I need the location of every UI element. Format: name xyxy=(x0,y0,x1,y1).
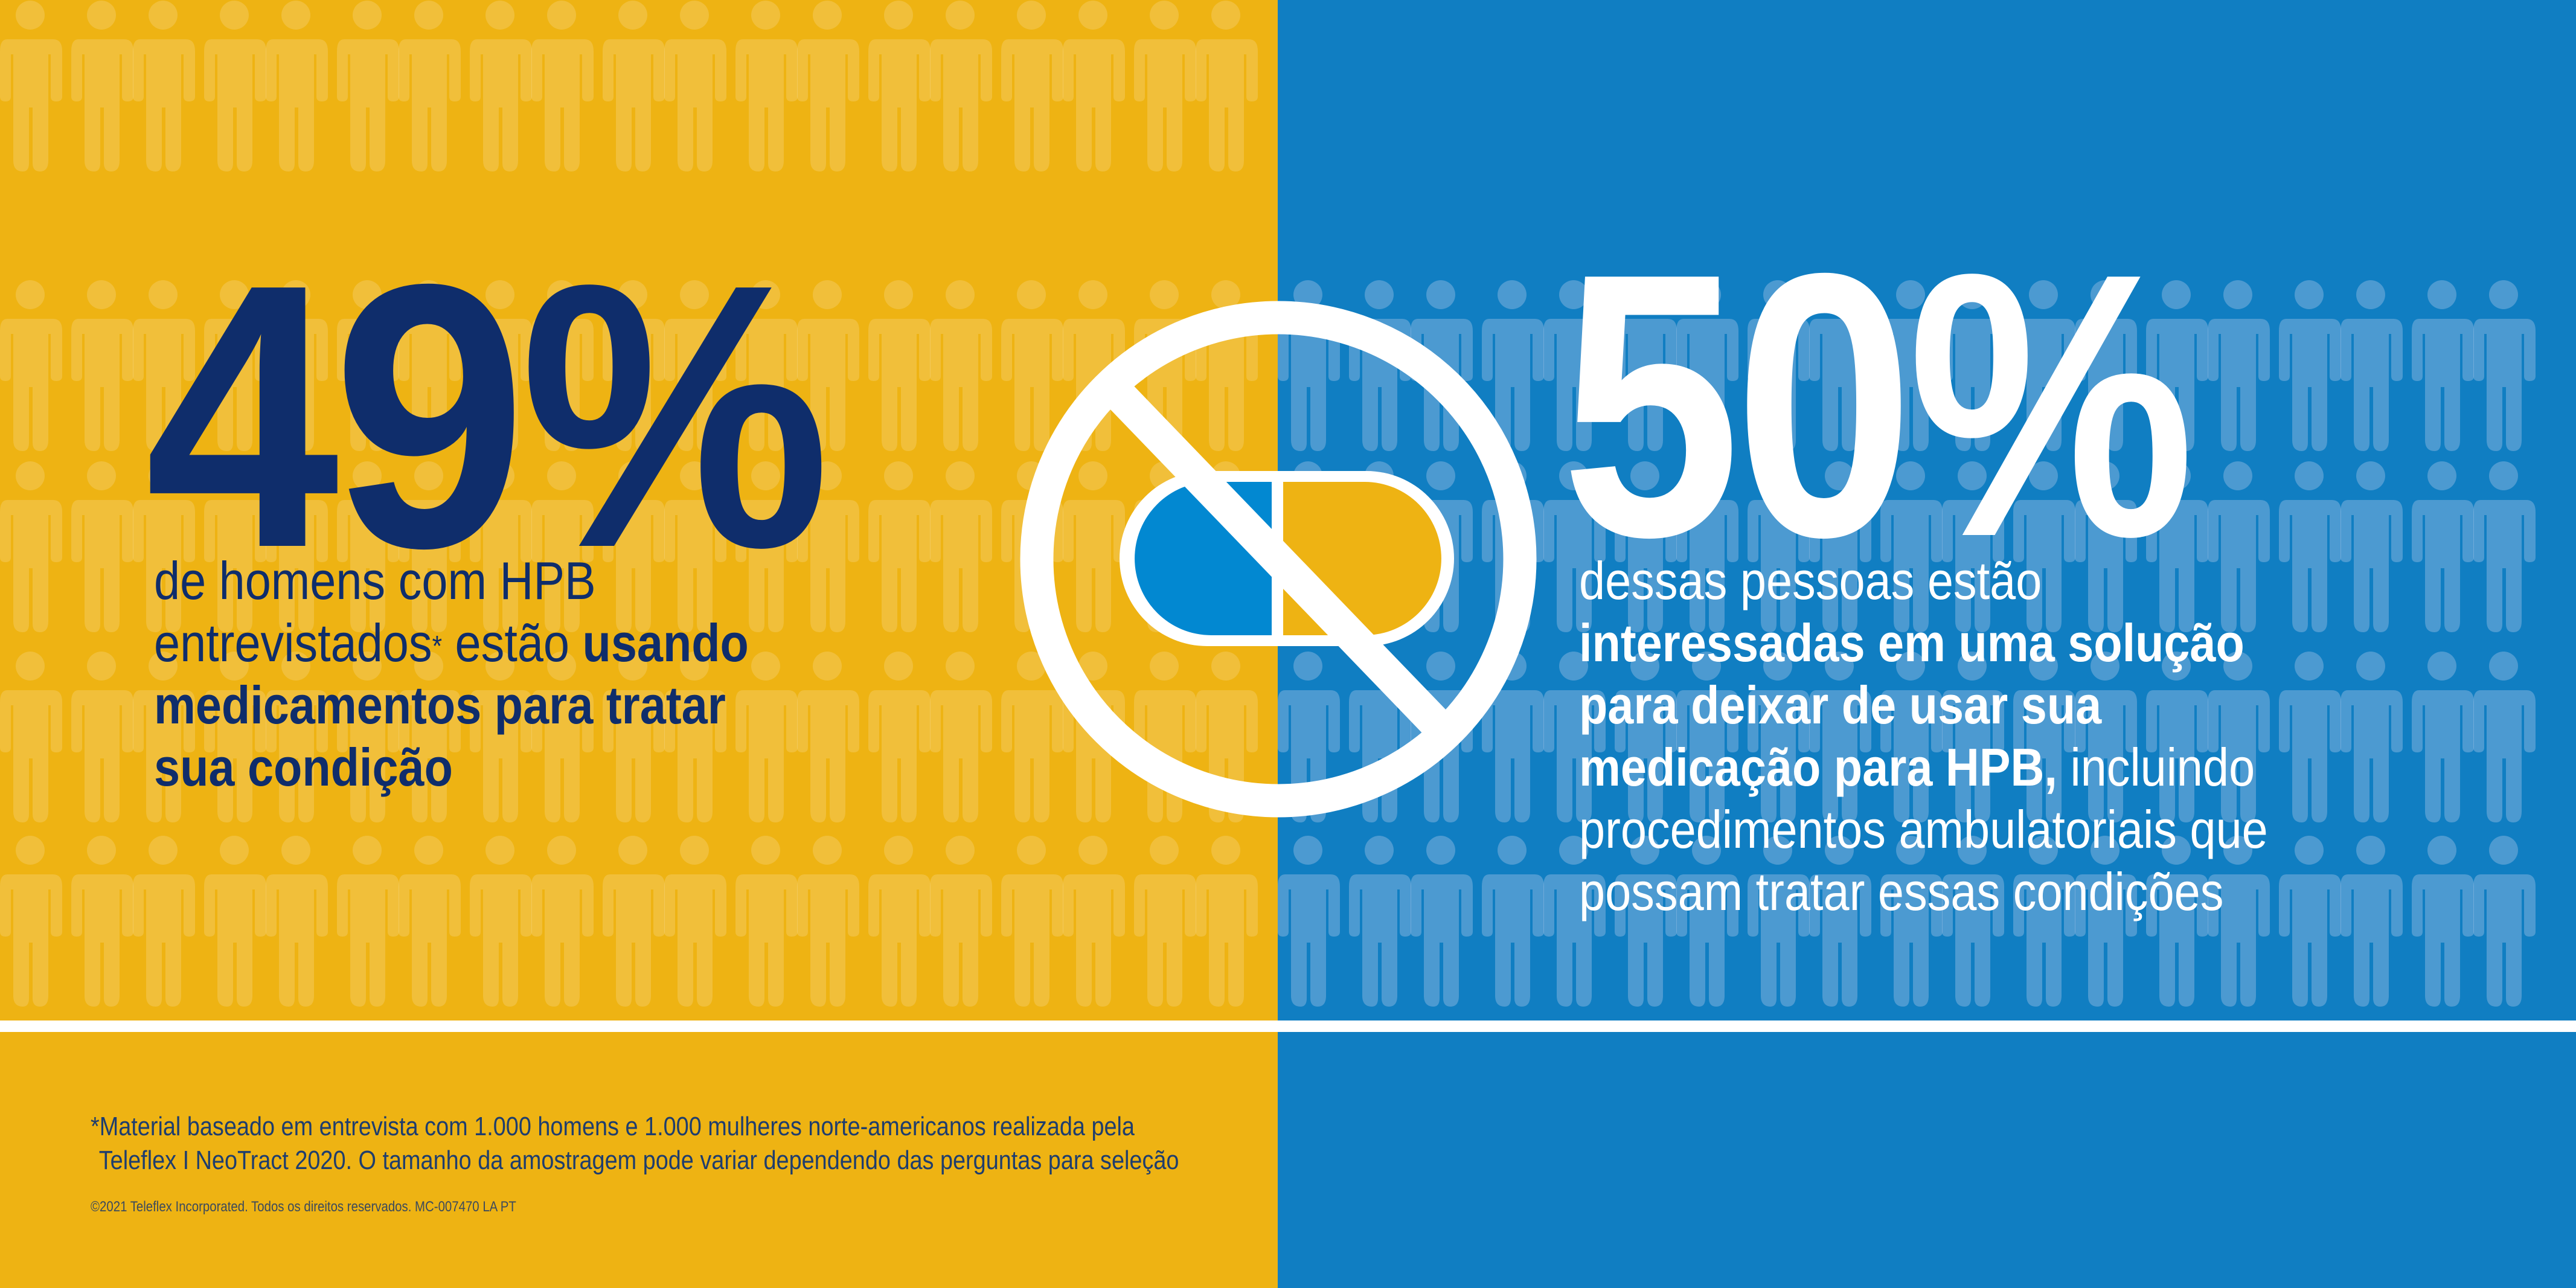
right-line-1: dessas pessoas estão xyxy=(1579,551,2042,610)
right-line-4: medicação para HPB, incluindo xyxy=(1579,737,2255,797)
left-line-1: de homens com HPB xyxy=(154,551,596,610)
divider-line xyxy=(0,1020,2576,1032)
left-line-3: medicamentos para tratar xyxy=(154,675,726,735)
right-description: dessas pessoas estão interessadas em uma… xyxy=(1579,549,2362,923)
right-line-5: procedimentos ambulatoriais que xyxy=(1579,799,2268,859)
footnote-line-1: *Material baseado em entrevista com 1.00… xyxy=(91,1112,1135,1141)
footnote-asterisk: * xyxy=(432,630,443,662)
stat-49-percent: 49% xyxy=(145,206,830,626)
footnote-line-2: Teleflex I NeoTract 2020. O tamanho da a… xyxy=(98,1145,1179,1175)
copyright-notice: ©2021 Teleflex Incorporated. Todos os di… xyxy=(91,1199,516,1215)
left-description: de homens com HPB entrevistados* estão u… xyxy=(154,549,830,798)
right-line-6: possam tratar essas condições xyxy=(1579,862,2224,921)
left-line-4: sua condição xyxy=(154,737,453,797)
left-line-2: entrevistados* estão usando xyxy=(154,613,749,673)
stat-50-percent: 50% xyxy=(1561,195,2195,615)
right-line-3: para deixar de usar sua xyxy=(1579,675,2102,735)
no-medication-icon xyxy=(1020,301,1537,818)
footnote: *Material baseado em entrevista com 1.00… xyxy=(91,1110,1356,1177)
right-line-2: interessadas em uma solução xyxy=(1579,613,2244,673)
